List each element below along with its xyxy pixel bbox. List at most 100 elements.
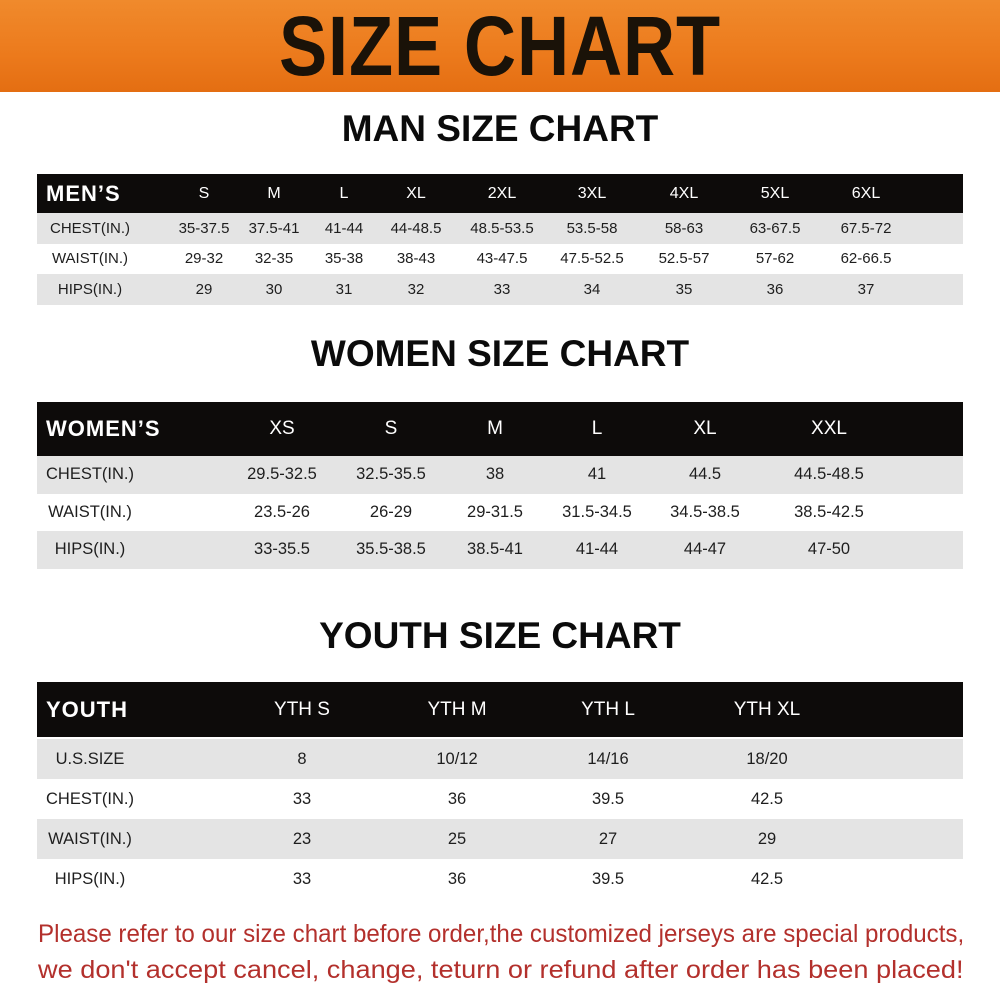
table-cell: 33-35.5 [254,540,310,559]
table-row: WAIST(IN.) 29-32 32-35 35-38 38-43 43-47.5 47.… [37,244,963,275]
table-cell: 52.5-57 [658,250,710,268]
table-cell: 32.5-35.5 [356,465,426,484]
row-label: CHEST(IN.) [46,789,134,808]
table-cell: 41-44 [575,540,619,559]
youth-header-label: YOUTH [46,696,128,722]
table-cell: 29 [195,280,213,298]
table-cell: 39.5 [591,789,625,808]
table-cell: 35-37.5 [178,219,230,237]
table-cell: 29-32 [184,250,224,268]
banner-title: SIZE CHART [278,0,722,93]
table-cell: 41 [587,465,607,484]
table-cell: 57-62 [755,250,795,268]
women-title: WOMEN SIZE CHART [310,333,690,374]
table-cell: 23 [292,829,312,848]
table-row: HIPS(IN.) 33 36 39.5 42.5 [37,859,963,899]
table-cell: 35 [675,280,693,298]
table-cell: 29 [757,829,777,848]
women-size-header: L [591,418,603,439]
table-cell: 32-35 [254,250,294,268]
table-row: HIPS(IN.) 29 30 31 32 33 34 35 36 37 [37,274,963,305]
row-label: HIPS(IN.) [54,540,126,559]
banner: SIZE CHART [0,0,1000,93]
women-size-header: XL [693,418,717,439]
table-cell: 53.5-58 [566,219,618,237]
table-cell: 63-67.5 [749,219,801,237]
table-cell: 47-50 [807,540,851,559]
table-cell: 38 [485,465,505,484]
table-cell: 35.5-38.5 [356,540,426,559]
notice-line-1: Please refer to our size chart before or… [38,920,965,948]
row-label: HIPS(IN.) [54,869,126,888]
table-cell: 31 [335,280,353,298]
table-row: CHEST(IN.) 35-37.5 37.5-41 41-44 44-48.5 48.5… [37,213,963,244]
youth-title: YOUTH SIZE CHART [319,615,681,656]
table-cell: 34 [583,280,601,298]
row-label: WAIST(IN.) [51,250,129,268]
men-size-header: XL [406,184,426,202]
table-row: WAIST(IN.) 23.5-26 26-29 29-31.5 31.5-34.5 34… [37,494,963,532]
table-cell: 33 [292,869,312,888]
women-size-header: M [487,418,503,439]
men-size-header: L [339,184,349,202]
men-header-row: MEN’S S M L XL 2XL 3XL 4XL 5XL 6XL [37,174,963,213]
table-cell: 43-47.5 [476,250,528,268]
table-cell: 44-48.5 [390,219,442,237]
row-label: WAIST(IN.) [48,829,132,848]
table-row: CHEST(IN.) 33 36 39.5 42.5 [37,779,963,819]
row-label: WAIST(IN.) [48,502,132,521]
table-cell: 38.5-41 [467,540,523,559]
table-cell: 38.5-42.5 [794,502,864,521]
women-header-label: WOMEN’S [46,416,161,441]
table-cell: 10/12 [436,749,478,768]
table-cell: 62-66.5 [840,250,892,268]
row-label: HIPS(IN.) [57,280,123,298]
table-cell: 14/16 [587,749,629,768]
table-cell: 36 [447,789,467,808]
table-cell: 8 [297,749,307,768]
table-cell: 58-63 [664,219,704,237]
men-header-label: MEN’S [46,180,121,206]
men-size-header: 3XL [577,184,607,202]
women-size-header: S [384,418,398,439]
table-cell: 36 [447,869,467,888]
table-cell: 34.5-38.5 [670,502,740,521]
table-row: U.S.SIZE 8 10/12 14/16 18/20 [37,739,963,779]
table-cell: 33 [493,280,511,298]
table-cell: 38-43 [396,250,436,268]
youth-size-header: YTH XL [733,698,801,720]
table-cell: 42.5 [750,789,784,808]
table-cell: 29.5-32.5 [247,465,317,484]
women-header-row: WOMEN’S XS S M L XL XXL [37,402,963,456]
men-size-header: S [198,184,210,202]
table-cell: 44-47 [683,540,727,559]
men-size-header: 2XL [487,184,517,202]
table-cell: 26-29 [369,502,413,521]
youth-size-header: YTH L [581,698,635,720]
table-cell: 32 [407,280,425,298]
table-cell: 42.5 [750,869,784,888]
table-cell: 23.5-26 [254,502,310,521]
row-label: CHEST(IN.) [50,219,130,237]
table-cell: 31.5-34.5 [562,502,632,521]
table-cell: 37 [857,280,875,298]
table-cell: 27 [598,829,618,848]
row-label: CHEST(IN.) [46,465,134,484]
notice-line-2: we don't accept cancel, change, teturn o… [38,956,964,984]
men-size-header: M [267,184,281,202]
table-cell: 44.5-48.5 [794,465,864,484]
table-cell: 25 [447,829,467,848]
table-cell: 30 [265,280,283,298]
youth-size-header: YTH S [274,698,330,720]
table-cell: 33 [292,789,312,808]
men-size-header: 5XL [760,184,790,202]
table-cell: 37.5-41 [248,219,300,237]
men-size-header: 6XL [851,184,881,202]
youth-size-header: YTH M [427,698,487,720]
table-cell: 67.5-72 [840,219,892,237]
table-row: HIPS(IN.) 33-35.5 35.5-38.5 38.5-41 41-44 44-… [37,531,963,569]
men-title: MAN SIZE CHART [341,108,659,149]
women-size-header: XXL [811,418,847,439]
table-cell: 39.5 [591,869,625,888]
youth-header-row: YOUTH YTH S YTH M YTH L YTH XL [37,682,963,737]
